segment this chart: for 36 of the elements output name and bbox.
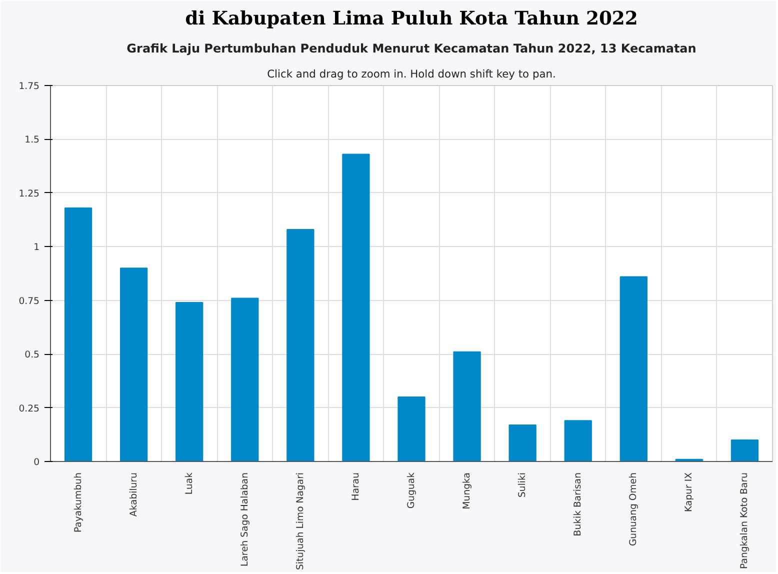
bar (508, 424, 536, 462)
x-tick-label: Payakumbuh (72, 472, 84, 533)
chart-title: Grafik Laju Pertumbuhan Penduduk Menurut Kecamatan Tahun 2022, 13 Kecamatan (126, 42, 696, 56)
y-tick-label: 0.75 (18, 296, 40, 307)
x-tick-label: Pangkalan Koto Baru (739, 472, 750, 569)
x-tick-label: Guguak (406, 472, 417, 509)
x-tick-label: Luak (184, 472, 195, 495)
x-tick-label: Bukik Barisan (572, 472, 584, 536)
chart-subtitle: Click and drag to zoom in. Hold down shift key to pan. (267, 68, 556, 80)
y-tick-label: 0.5 (24, 350, 40, 361)
y-tick-label: 1.75 (18, 81, 40, 92)
x-tick-label: Mungka (462, 472, 473, 510)
x-tick-label: Akabiluru (128, 472, 140, 517)
bar (730, 440, 759, 462)
y-tick-label: 1 (34, 242, 40, 254)
bar (564, 420, 592, 462)
x-tick-label: Gunuang Omeh (628, 472, 640, 546)
bar (64, 207, 92, 462)
x-tick-label: Situjuah Limo Nagari (294, 472, 306, 570)
y-tick-label: 0 (34, 457, 40, 468)
bar (231, 298, 259, 462)
bar (176, 302, 204, 462)
y-tick-label: 1.25 (18, 188, 40, 200)
bar (286, 228, 314, 462)
bar (342, 154, 370, 462)
x-tick-label: Harau (350, 472, 362, 501)
x-tick-label: Kapur IX (684, 472, 695, 512)
x-tick-label: Lareh Sago Halaban (239, 472, 250, 566)
y-tick-label: 0.25 (18, 403, 40, 414)
bar (620, 276, 648, 462)
y-tick-label: 1.5 (24, 134, 40, 146)
bar (398, 396, 426, 462)
bar (453, 351, 481, 462)
x-tick-label: Suliki (517, 472, 528, 498)
text: di Kabupaten Lima Puluh Kota Tahun 2022 (185, 8, 638, 30)
bar (120, 268, 148, 462)
